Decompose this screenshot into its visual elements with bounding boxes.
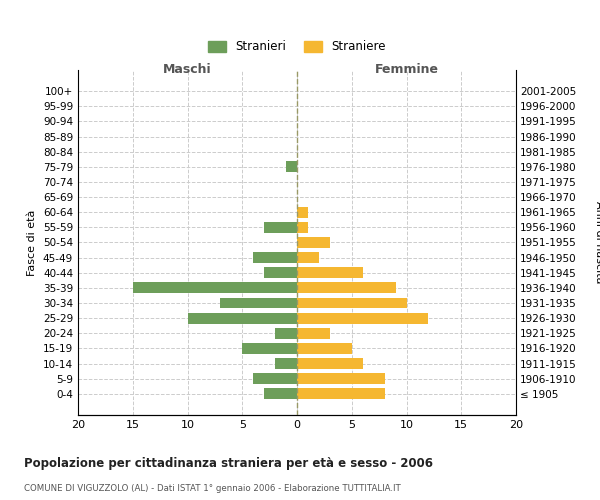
Bar bbox=[187, 312, 297, 324]
Bar bbox=[133, 282, 297, 294]
Y-axis label: Fasce di età: Fasce di età bbox=[28, 210, 37, 276]
Text: COMUNE DI VIGUZZOLO (AL) - Dati ISTAT 1° gennaio 2006 - Elaborazione TUTTITALIA.: COMUNE DI VIGUZZOLO (AL) - Dati ISTAT 1°… bbox=[24, 484, 401, 493]
Bar bbox=[297, 298, 407, 308]
Bar bbox=[264, 268, 297, 278]
Bar bbox=[264, 222, 297, 233]
Bar bbox=[297, 312, 428, 324]
Y-axis label: Anni di nascita: Anni di nascita bbox=[593, 201, 600, 284]
Bar bbox=[297, 207, 308, 218]
Bar bbox=[275, 358, 297, 369]
Bar bbox=[297, 237, 330, 248]
Bar bbox=[297, 222, 308, 233]
Legend: Stranieri, Straniere: Stranieri, Straniere bbox=[202, 34, 392, 59]
Bar bbox=[242, 343, 297, 354]
Bar bbox=[297, 328, 330, 339]
Bar bbox=[297, 343, 352, 354]
Bar bbox=[297, 282, 395, 294]
Bar bbox=[253, 252, 297, 263]
Text: Maschi: Maschi bbox=[163, 63, 212, 76]
Bar bbox=[297, 268, 362, 278]
Bar bbox=[297, 374, 385, 384]
Bar bbox=[297, 252, 319, 263]
Bar bbox=[220, 298, 297, 308]
Text: Femmine: Femmine bbox=[374, 63, 439, 76]
Bar bbox=[297, 358, 362, 369]
Bar bbox=[297, 388, 385, 400]
Text: Popolazione per cittadinanza straniera per età e sesso - 2006: Popolazione per cittadinanza straniera p… bbox=[24, 458, 433, 470]
Bar bbox=[264, 388, 297, 400]
Bar bbox=[286, 162, 297, 172]
Bar bbox=[275, 328, 297, 339]
Bar bbox=[253, 374, 297, 384]
